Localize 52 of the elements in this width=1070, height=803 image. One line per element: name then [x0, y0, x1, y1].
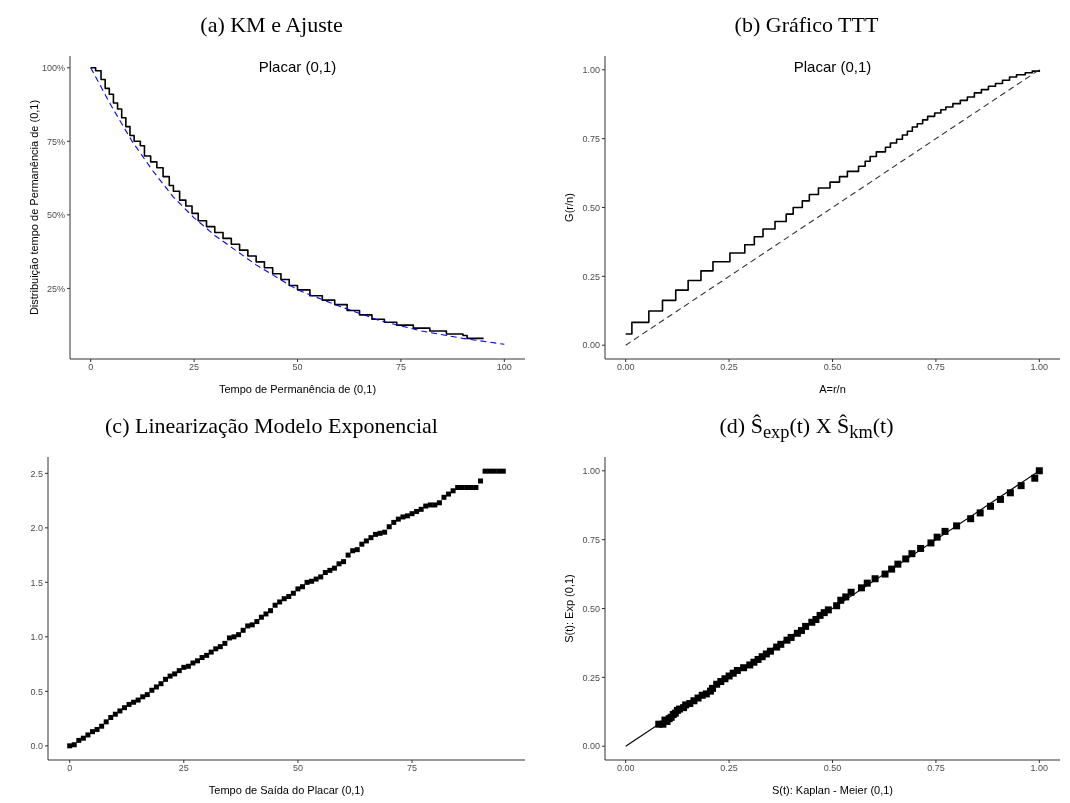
y-axis-title: Distribuição tempo de Permanência de (0,1): [27, 99, 40, 316]
x-axis-title: A=r/n: [819, 383, 846, 395]
x-axis-title: S(t): Kaplan - Meier (0,1): [771, 784, 894, 796]
y-tick-label: 0.5: [30, 686, 43, 697]
x-tick-label: 50: [292, 362, 303, 373]
annotation: Placar (0,1): [792, 58, 873, 75]
x-axis-title: Tempo de Saída do Placar (0,1): [208, 784, 365, 796]
x-tick-label: 25: [189, 362, 200, 373]
x-axis-title: Tempo de Permanência de (0,1): [218, 383, 377, 395]
chart-title: (c) Linearização Modelo Exponencial: [104, 412, 439, 440]
y-tick-label: 50%: [46, 210, 65, 221]
y-tick-label: 25%: [46, 283, 65, 294]
y-tick-label: 0.50: [582, 202, 600, 213]
x-tick-label: 75: [407, 763, 418, 774]
chart-title: (d) Ŝ$_{exp}$(t) X Ŝ$_{km}$(t): [718, 412, 895, 445]
x-tick-label: 1.00: [1030, 763, 1049, 774]
y-tick-label: 1.5: [30, 577, 43, 588]
x-tick-label: 0: [67, 763, 73, 774]
chart-title: (b) Gráfico TTT: [733, 11, 880, 39]
y-tick-label: 1.00: [582, 465, 600, 476]
x-tick-label: 100: [496, 362, 512, 373]
x-tick-label: 0.25: [720, 763, 738, 774]
y-tick-label: 0.0: [30, 741, 43, 752]
annotation: Placar (0,1): [257, 58, 338, 75]
x-tick-label: 75: [395, 362, 406, 373]
x-tick-label: 0.50: [823, 763, 842, 774]
y-axis-title: S(t): Exp (0,1): [562, 574, 575, 643]
y-tick-label: 75%: [46, 136, 65, 147]
y-tick-label: 2.5: [30, 468, 43, 479]
x-tick-label: 50: [292, 763, 303, 774]
x-tick-label: 1.00: [1030, 362, 1049, 373]
x-tick-label: 0: [88, 362, 94, 373]
y-tick-label: 0.25: [582, 271, 600, 282]
y-tick-label: 1.00: [582, 64, 600, 75]
y-tick-label: 100%: [41, 62, 65, 73]
y-tick-label: 0.50: [582, 603, 600, 614]
x-tick-label: 0.00: [616, 763, 635, 774]
y-tick-label: 0.75: [582, 534, 600, 545]
y-tick-label: 0.75: [582, 133, 600, 144]
y-axis-title: G(r/n): [562, 193, 575, 222]
y-tick-label: 0.00: [582, 340, 600, 351]
x-tick-label: 0.25: [720, 362, 738, 373]
y-tick-label: 1.0: [30, 632, 43, 643]
x-tick-label: 0.75: [927, 763, 945, 774]
x-tick-label: 0.50: [823, 362, 842, 373]
chart-title: (a) KM e Ajuste: [199, 11, 344, 39]
y-tick-label: 2.0: [30, 523, 43, 534]
y-tick-label: 0.00: [582, 741, 600, 752]
x-tick-label: 0.75: [927, 362, 945, 373]
x-tick-label: 25: [178, 763, 189, 774]
x-tick-label: 0.00: [616, 362, 635, 373]
y-tick-label: 0.25: [582, 672, 600, 683]
